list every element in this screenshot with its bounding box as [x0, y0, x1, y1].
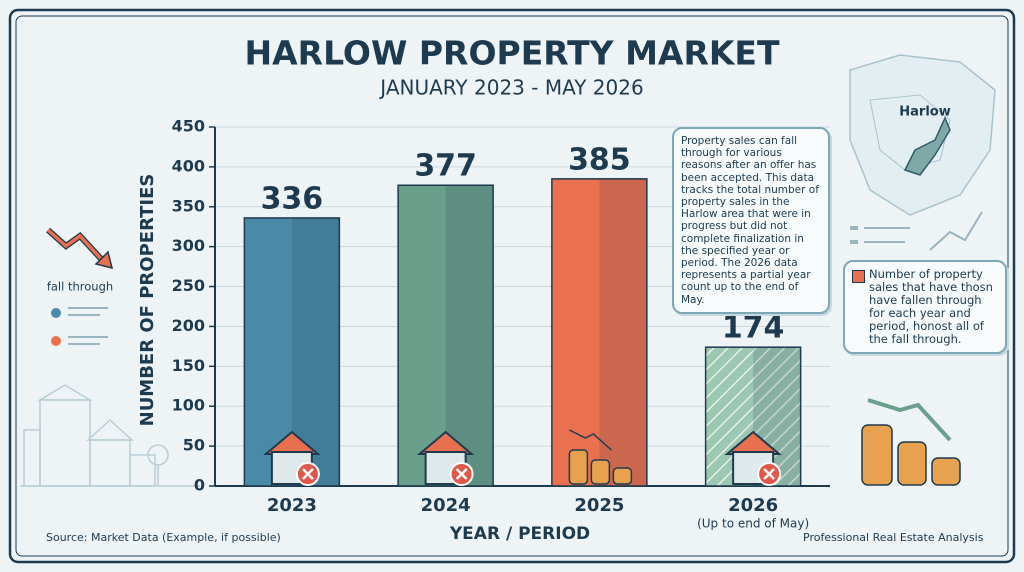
coins	[861, 398, 961, 486]
source: Source: Market Data (Example, if possibl…	[46, 531, 281, 544]
icon-label: fall through	[47, 280, 113, 294]
house-x-mark	[301, 468, 314, 480]
frame	[8, 8, 1016, 564]
plot: 0 50 100 150 200 250 300 350 400 450 2023 336 2024 37…	[172, 117, 830, 531]
y-tick-label: 150	[172, 356, 205, 375]
legend-swatch	[852, 270, 865, 283]
x-axis-label: YEAR / PERIOD	[449, 524, 590, 544]
coin-stack	[590, 459, 611, 485]
house-x-mark	[455, 468, 468, 480]
x-tick-label: 2023	[267, 495, 317, 516]
y-tick-label: 100	[172, 396, 205, 415]
credit: Professional Real Estate Analysis	[803, 531, 984, 544]
x-tick-label: 2026	[728, 495, 778, 516]
coins-arrow	[569, 429, 612, 451]
value-label: 377	[414, 149, 477, 184]
value-label: 385	[568, 142, 631, 177]
coin-stack	[568, 449, 589, 485]
bar-shade	[445, 185, 494, 486]
note-box: Property sales can fall through for vari…	[672, 127, 830, 314]
house-icon	[724, 430, 782, 486]
x-tick-label: 2024	[421, 495, 471, 516]
coin-stack	[612, 467, 633, 485]
y-tick-label: 200	[172, 316, 205, 335]
y-tick-label: 450	[172, 117, 205, 136]
y-axis-label: NUMBER OF PROPERTIES	[137, 174, 158, 427]
y-tick-label: 0	[194, 476, 205, 495]
y-tick-label: 300	[172, 236, 205, 255]
house-icon	[263, 430, 321, 486]
map-label: Harlow	[899, 105, 950, 120]
buildings	[20, 384, 200, 487]
chart-subtitle: JANUARY 2023 - MAY 2026	[378, 76, 643, 100]
x-tick-note: (Up to end of May)	[697, 517, 809, 531]
y-tick-label: 250	[172, 276, 205, 295]
house-x-mark	[763, 468, 776, 480]
fall-icon	[46, 227, 114, 346]
bar	[551, 178, 648, 487]
y-tick-label: 350	[172, 196, 205, 215]
value-label: 174	[722, 311, 785, 346]
bar-shade	[599, 178, 647, 486]
value-label: 336	[261, 181, 324, 216]
y-tick-label: 400	[172, 156, 205, 175]
y-tick-label: 50	[183, 436, 205, 455]
legend: Number of property sales that have thosn…	[843, 260, 1007, 354]
house-icon	[416, 430, 475, 486]
inner-frame	[15, 15, 1009, 557]
coins-icon	[568, 429, 633, 485]
bar	[704, 346, 802, 487]
x-tick-label: 2025	[574, 495, 624, 516]
legend-text: Number of property sales that have thosn…	[869, 267, 993, 346]
chart-title: HARLOW PROPERTY MARKET	[245, 34, 780, 73]
map	[849, 54, 996, 251]
